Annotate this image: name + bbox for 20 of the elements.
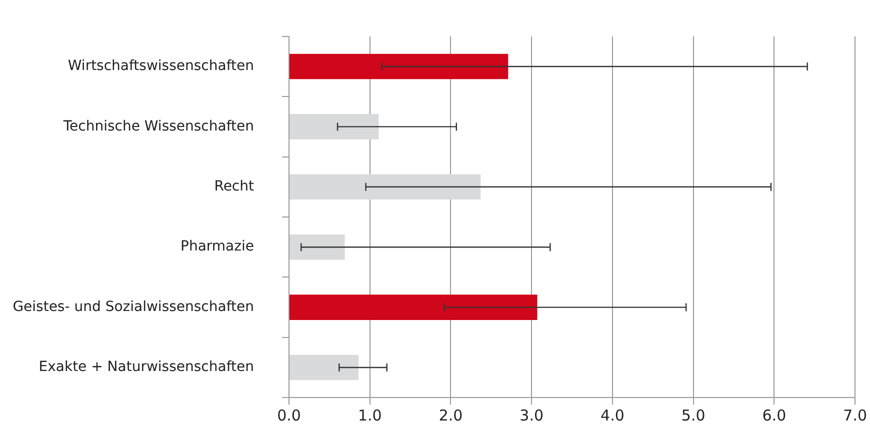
- x-tick-label: 2.0: [438, 406, 463, 424]
- y-tick-label: Wirtschaftswissenschaften: [68, 58, 254, 74]
- y-tick-label: Recht: [214, 178, 254, 195]
- y-tick-label: Pharmazie: [180, 238, 254, 255]
- bar: [290, 354, 359, 380]
- y-tick-label: Geistes- und Sozialwissenschaften: [12, 298, 254, 315]
- y-tick-label: Technische Wissenschaften: [62, 118, 254, 134]
- x-tick-label: 5.0: [681, 406, 706, 424]
- bar: [290, 114, 379, 140]
- x-tick-label: 7.0: [843, 406, 867, 424]
- x-tick-label: 4.0: [600, 406, 624, 424]
- bar: [290, 294, 538, 320]
- x-tick-label: 0.0: [277, 406, 301, 424]
- bar: [290, 174, 481, 200]
- x-tick-label: 1.0: [358, 406, 382, 424]
- x-tick-label: 6.0: [762, 406, 786, 424]
- bar: [290, 54, 508, 80]
- bar: [290, 234, 345, 260]
- y-tick-label: Exakte + Naturwissenschaften: [38, 359, 254, 376]
- x-tick-label: 3.0: [520, 406, 544, 424]
